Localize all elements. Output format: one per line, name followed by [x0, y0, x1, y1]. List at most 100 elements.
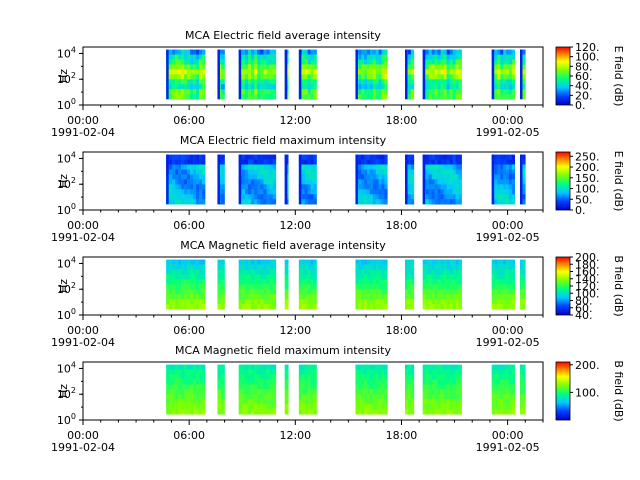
x-tick-label: 12:00: [279, 429, 311, 442]
y-tick-label: 100: [57, 307, 76, 322]
data-block: [217, 49, 225, 100]
panel-3: MCA Magnetic field average intensityHz10…: [51, 239, 625, 349]
x-tick-label: 00:00: [67, 429, 99, 442]
x-tick-label: 00:00: [67, 324, 99, 337]
data-block: [355, 49, 388, 100]
data-block: [405, 364, 415, 415]
data-block: [166, 154, 206, 205]
y-axis-label: Hz: [57, 384, 70, 398]
data-block: [355, 364, 388, 415]
y-tick-label: 104: [57, 255, 76, 270]
colorbar-tick-label: 180.: [575, 258, 600, 271]
colorbar-tick-label: 150.: [575, 172, 600, 185]
colorbar-tick-label: 80.: [575, 60, 593, 73]
data-block: [355, 259, 388, 310]
colorbar-label: E field (dB): [612, 46, 625, 107]
colorbar: 40.60.80.100.120.140.160.180.200. B field…: [555, 251, 625, 322]
colorbar-tick-label: 250.: [575, 150, 600, 163]
x-tick-label: 18:00: [386, 114, 418, 127]
colorbar-gradient: [555, 361, 571, 421]
colorbar-tick-label: 200.: [575, 161, 600, 174]
y-axis-label: Hz: [57, 174, 70, 188]
x-tick-date: 1991-02-04: [51, 231, 115, 244]
data-block: [405, 154, 415, 205]
colorbar-tick-label: 0.: [575, 204, 586, 217]
colorbar: 0.20.40.60.80.100.120. E field (dB): [555, 41, 625, 112]
data-block: [298, 154, 317, 205]
colorbar-tick-label: 100.: [575, 287, 600, 300]
colorbar-tick-label: 100.: [575, 386, 600, 399]
panel-4: MCA Magnetic field maximum intensityHz10…: [51, 344, 625, 454]
colorbar-tick-label: 0.: [575, 99, 586, 112]
colorbar-tick-label: 40.: [575, 309, 593, 322]
data-block: [520, 154, 526, 205]
y-tick-label: 100: [57, 412, 76, 427]
x-tick-label: 00:00: [67, 114, 99, 127]
x-tick-label: 12:00: [279, 219, 311, 232]
y-tick-label: 104: [57, 360, 76, 375]
panel-2: MCA Electric field maximum intensity Hz 10…: [51, 134, 625, 244]
y-tick-label: 104: [57, 150, 76, 165]
x-tick-label: 12:00: [279, 324, 311, 337]
data-block: [520, 259, 526, 310]
data-block: [405, 49, 415, 100]
colorbar: 0.50.100.150.200.250. E field (dB): [555, 150, 625, 217]
x-tick-label: 12:00: [279, 114, 311, 127]
data-block: [422, 364, 462, 415]
y-tick-label: 104: [57, 45, 76, 60]
data-block: [217, 259, 225, 310]
data-block: [166, 259, 206, 310]
data-block: [284, 259, 289, 310]
data-block: [520, 364, 526, 415]
colorbar-tick-label: 120.: [575, 41, 600, 54]
y-tick-label: 102: [57, 71, 76, 86]
colorbar-tick-label: 50.: [575, 193, 593, 206]
data-block: [284, 49, 289, 100]
colorbar-tick-label: 140.: [575, 273, 600, 286]
x-tick-label: 06:00: [173, 219, 205, 232]
x-tick-label: 18:00: [386, 219, 418, 232]
data-block: [405, 259, 415, 310]
panel-title: MCA Electric field average intensity: [185, 29, 381, 42]
colorbar-tick-label: 200.: [575, 359, 600, 372]
y-tick-label: 102: [57, 386, 76, 401]
x-tick-label: 06:00: [173, 324, 205, 337]
y-tick-label: 102: [57, 281, 76, 296]
data-block: [491, 49, 515, 100]
colorbar-label: B field (dB): [612, 360, 625, 421]
data-block: [166, 364, 206, 415]
data-block: [355, 154, 388, 205]
colorbar-tick-label: 100.: [575, 183, 600, 196]
x-tick-label: 06:00: [173, 114, 205, 127]
x-tick-label: 00:00: [67, 219, 99, 232]
data-block: [284, 364, 289, 415]
y-axis-label: Hz: [57, 279, 70, 293]
data-block: [238, 49, 277, 100]
x-tick-label: 18:00: [386, 429, 418, 442]
x-tick-date: 1991-02-05: [476, 126, 540, 139]
x-tick-label: 00:00: [492, 219, 524, 232]
y-tick-label: 100: [57, 202, 76, 217]
colorbar-tick-label: 160.: [575, 266, 600, 279]
x-tick-date: 1991-02-04: [51, 126, 115, 139]
x-tick-date: 1991-02-04: [51, 336, 115, 349]
colorbar-gradient: [555, 151, 571, 211]
panel-title: MCA Magnetic field average intensity: [180, 239, 386, 252]
x-tick-label: 00:00: [492, 324, 524, 337]
x-tick-label: 18:00: [386, 324, 418, 337]
data-block: [298, 259, 317, 310]
x-tick-date: 1991-02-04: [51, 441, 115, 454]
y-tick-label: 100: [57, 97, 76, 112]
data-block: [217, 154, 225, 205]
x-tick-date: 1991-02-05: [476, 231, 540, 244]
colorbar-tick-label: 80.: [575, 295, 593, 308]
data-block: [166, 49, 206, 100]
y-axis-label: Hz: [57, 69, 70, 83]
data-block: [217, 364, 225, 415]
colorbar-tick-label: 200.: [575, 251, 600, 264]
panel-title: MCA Magnetic field maximum intensity: [175, 344, 391, 357]
colorbar-tick-label: 40.: [575, 80, 593, 93]
panel-title: MCA Electric field maximum intensity: [180, 134, 387, 147]
data-block: [238, 154, 277, 205]
